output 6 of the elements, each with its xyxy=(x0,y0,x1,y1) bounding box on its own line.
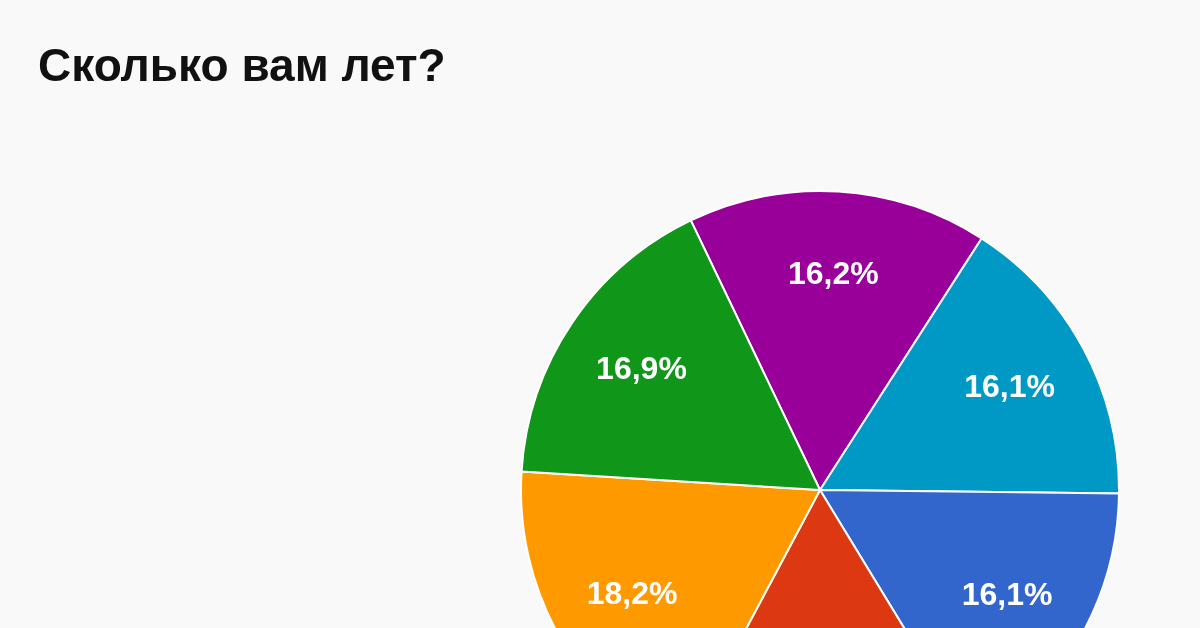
data-label: 16,2% xyxy=(788,254,879,291)
chart-title: Сколько вам лет? xyxy=(38,38,446,92)
data-label: 18,2% xyxy=(586,574,678,611)
data-label: 16,1% xyxy=(961,576,1053,613)
data-label: 16,9% xyxy=(596,349,687,386)
data-label: 16,1% xyxy=(964,367,1055,404)
